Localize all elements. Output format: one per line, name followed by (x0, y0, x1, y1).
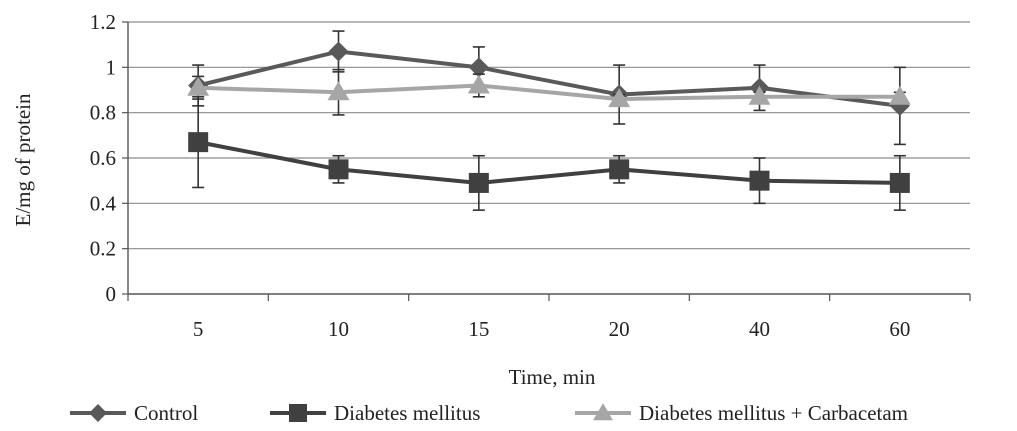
data-point-square (889, 172, 910, 193)
x-tick-label: 40 (749, 317, 770, 341)
data-point-square (188, 132, 209, 153)
data-point-triangle (467, 74, 490, 94)
y-tick-label: 1.2 (90, 10, 116, 34)
data-point-square (328, 159, 349, 180)
series-line (197, 140, 900, 185)
data-point-square (609, 159, 630, 180)
data-point-square (468, 172, 489, 193)
legend-item: Control (70, 401, 198, 425)
x-tick-labels: 5 10 15 20 40 60 (193, 317, 910, 341)
series-line (197, 49, 901, 108)
legend-marker-square (289, 404, 307, 422)
legend-marker-diamond (89, 404, 107, 422)
series-square (188, 96, 910, 211)
legend-item: Diabetes mellitus + Carbacetam (575, 401, 908, 425)
x-tick-label: 20 (609, 317, 630, 341)
data-point-square (749, 170, 770, 191)
x-tick-label: 5 (193, 317, 204, 341)
y-tick-label: 0.2 (90, 237, 116, 261)
series-diamond (188, 30, 910, 146)
y-tick-label: 0 (106, 282, 117, 306)
legend-label: Control (134, 401, 198, 425)
gridlines (122, 21, 970, 295)
x-tick-label: 60 (889, 317, 910, 341)
x-tick-label: 15 (468, 317, 489, 341)
series-layer (187, 30, 911, 211)
data-point-triangle (888, 85, 911, 105)
legend-marker-triangle (593, 403, 613, 421)
y-axis-title: E/mg of protein (11, 93, 35, 226)
legend-item: Diabetes mellitus (270, 401, 480, 425)
y-tick-label: 0.8 (90, 101, 116, 125)
legend-label: Diabetes mellitus (334, 401, 480, 425)
y-tick-label: 0.6 (90, 146, 116, 170)
y-tick-label: 0.4 (90, 191, 117, 215)
data-point-diamond (468, 57, 489, 78)
data-point-triangle (748, 85, 771, 105)
legend-label: Diabetes mellitus + Carbacetam (639, 401, 908, 425)
x-axis-title: Time, min (509, 365, 596, 389)
x-tick-label: 10 (328, 317, 349, 341)
data-point-triangle (608, 88, 631, 108)
series-triangle (187, 68, 911, 116)
data-point-diamond (328, 41, 349, 62)
series-line (198, 83, 900, 102)
data-point-triangle (327, 81, 350, 101)
legend: Control Diabetes mellitus Diabetes mellitu… (70, 401, 908, 425)
y-tick-label: 1 (106, 55, 117, 79)
y-tick-labels: 0 0.2 0.4 0.6 0.8 1 1.2 (90, 10, 117, 306)
axes (127, 22, 971, 301)
data-point-triangle (187, 76, 210, 96)
